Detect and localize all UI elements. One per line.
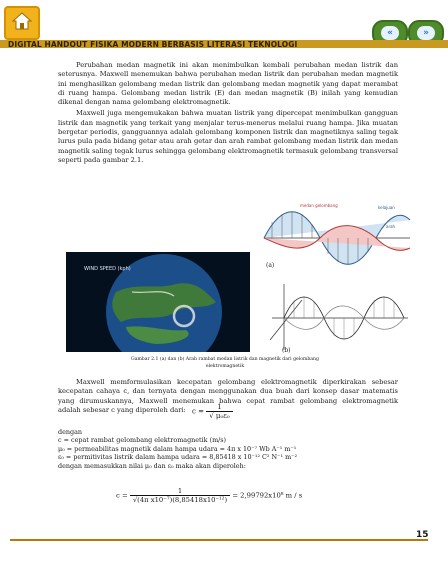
svg-text:WIND SPEED (kph): WIND SPEED (kph) xyxy=(84,266,131,272)
definitions-intro: dengan xyxy=(58,428,83,436)
figure-caption: Gambar 2.1 (a) dan (b) Arah rambat medan… xyxy=(131,357,319,369)
double-chevron-left-icon: « xyxy=(381,26,399,40)
main-text-2: Maxwell memformulasikan kecepatan gelomb… xyxy=(58,378,398,415)
handout-title: DIGITAL HANDOUT FISIKA MODERN BERBASIS L… xyxy=(8,40,298,49)
definitions-note: dengan memasukkan nilai μ₀ dan ε₀ maka a… xyxy=(58,461,246,470)
formula-denominator: √ μ₀ε₀ xyxy=(209,412,230,420)
definition-c: c = cepat rambat gelombang elektromagnet… xyxy=(58,436,227,445)
formula-fraction: 1 √ μ₀ε₀ xyxy=(206,403,233,420)
formula-fraction: 1 √(4π x10⁻⁷)(8,85418x10⁻¹²) xyxy=(129,487,231,504)
definition-eps: ε₀ = permitivitas listrik dalam hampa ud… xyxy=(58,453,298,462)
home-icon xyxy=(11,12,33,34)
formula-numerator: 1 xyxy=(129,487,231,496)
page-number: 15 xyxy=(416,530,429,540)
footer-divider xyxy=(10,539,428,541)
main-text: Perubahan medan magnetik ini akan menimb… xyxy=(58,61,398,167)
wave-label: medan gelombang xyxy=(300,203,338,208)
formula-calculation: c = 1 √(4π x10⁻⁷)(8,85418x10⁻¹²) = 2,997… xyxy=(116,487,302,504)
paragraph: Perubahan medan magnetik ini akan menimb… xyxy=(58,61,398,107)
wave-label: arah xyxy=(386,224,396,229)
paragraph: Maxwell juga mengemukakan bahwa muatan l… xyxy=(58,109,398,164)
formula-numerator: 1 xyxy=(206,403,233,412)
header-strip xyxy=(0,40,448,48)
formula-speed-of-light: c = 1 √ μ₀ε₀ xyxy=(192,403,272,427)
symbol-definitions: dengan c = cepat rambat gelombang elektr… xyxy=(58,428,403,470)
em-wave-diagram-b xyxy=(262,278,412,356)
earth-satellite-image: WIND SPEED (kph) xyxy=(66,252,250,370)
figure-2-1: WIND SPEED (kph) medan gelombang kelajua… xyxy=(54,198,414,370)
paragraph: Maxwell memformulasikan kecepatan gelomb… xyxy=(58,378,398,414)
formula-lhs: c = xyxy=(192,407,205,416)
figure-label-a: (a) xyxy=(266,262,275,269)
definition-mu: μ₀ = permeabilitas magnetik dalam hampa … xyxy=(58,444,297,453)
double-chevron-right-icon: » xyxy=(417,26,435,40)
figure-label-b: (b) xyxy=(282,347,291,354)
em-wave-diagram-a: medan gelombang kelajuan arah xyxy=(262,198,412,273)
formula-lhs: c = xyxy=(116,491,128,500)
wave-label: kelajuan xyxy=(378,205,395,210)
formula-result: = 2,99792x10⁸ m / s xyxy=(232,491,303,500)
formula-denominator: √(4π x10⁻⁷)(8,85418x10⁻¹²) xyxy=(132,496,228,504)
home-button[interactable] xyxy=(4,6,40,40)
